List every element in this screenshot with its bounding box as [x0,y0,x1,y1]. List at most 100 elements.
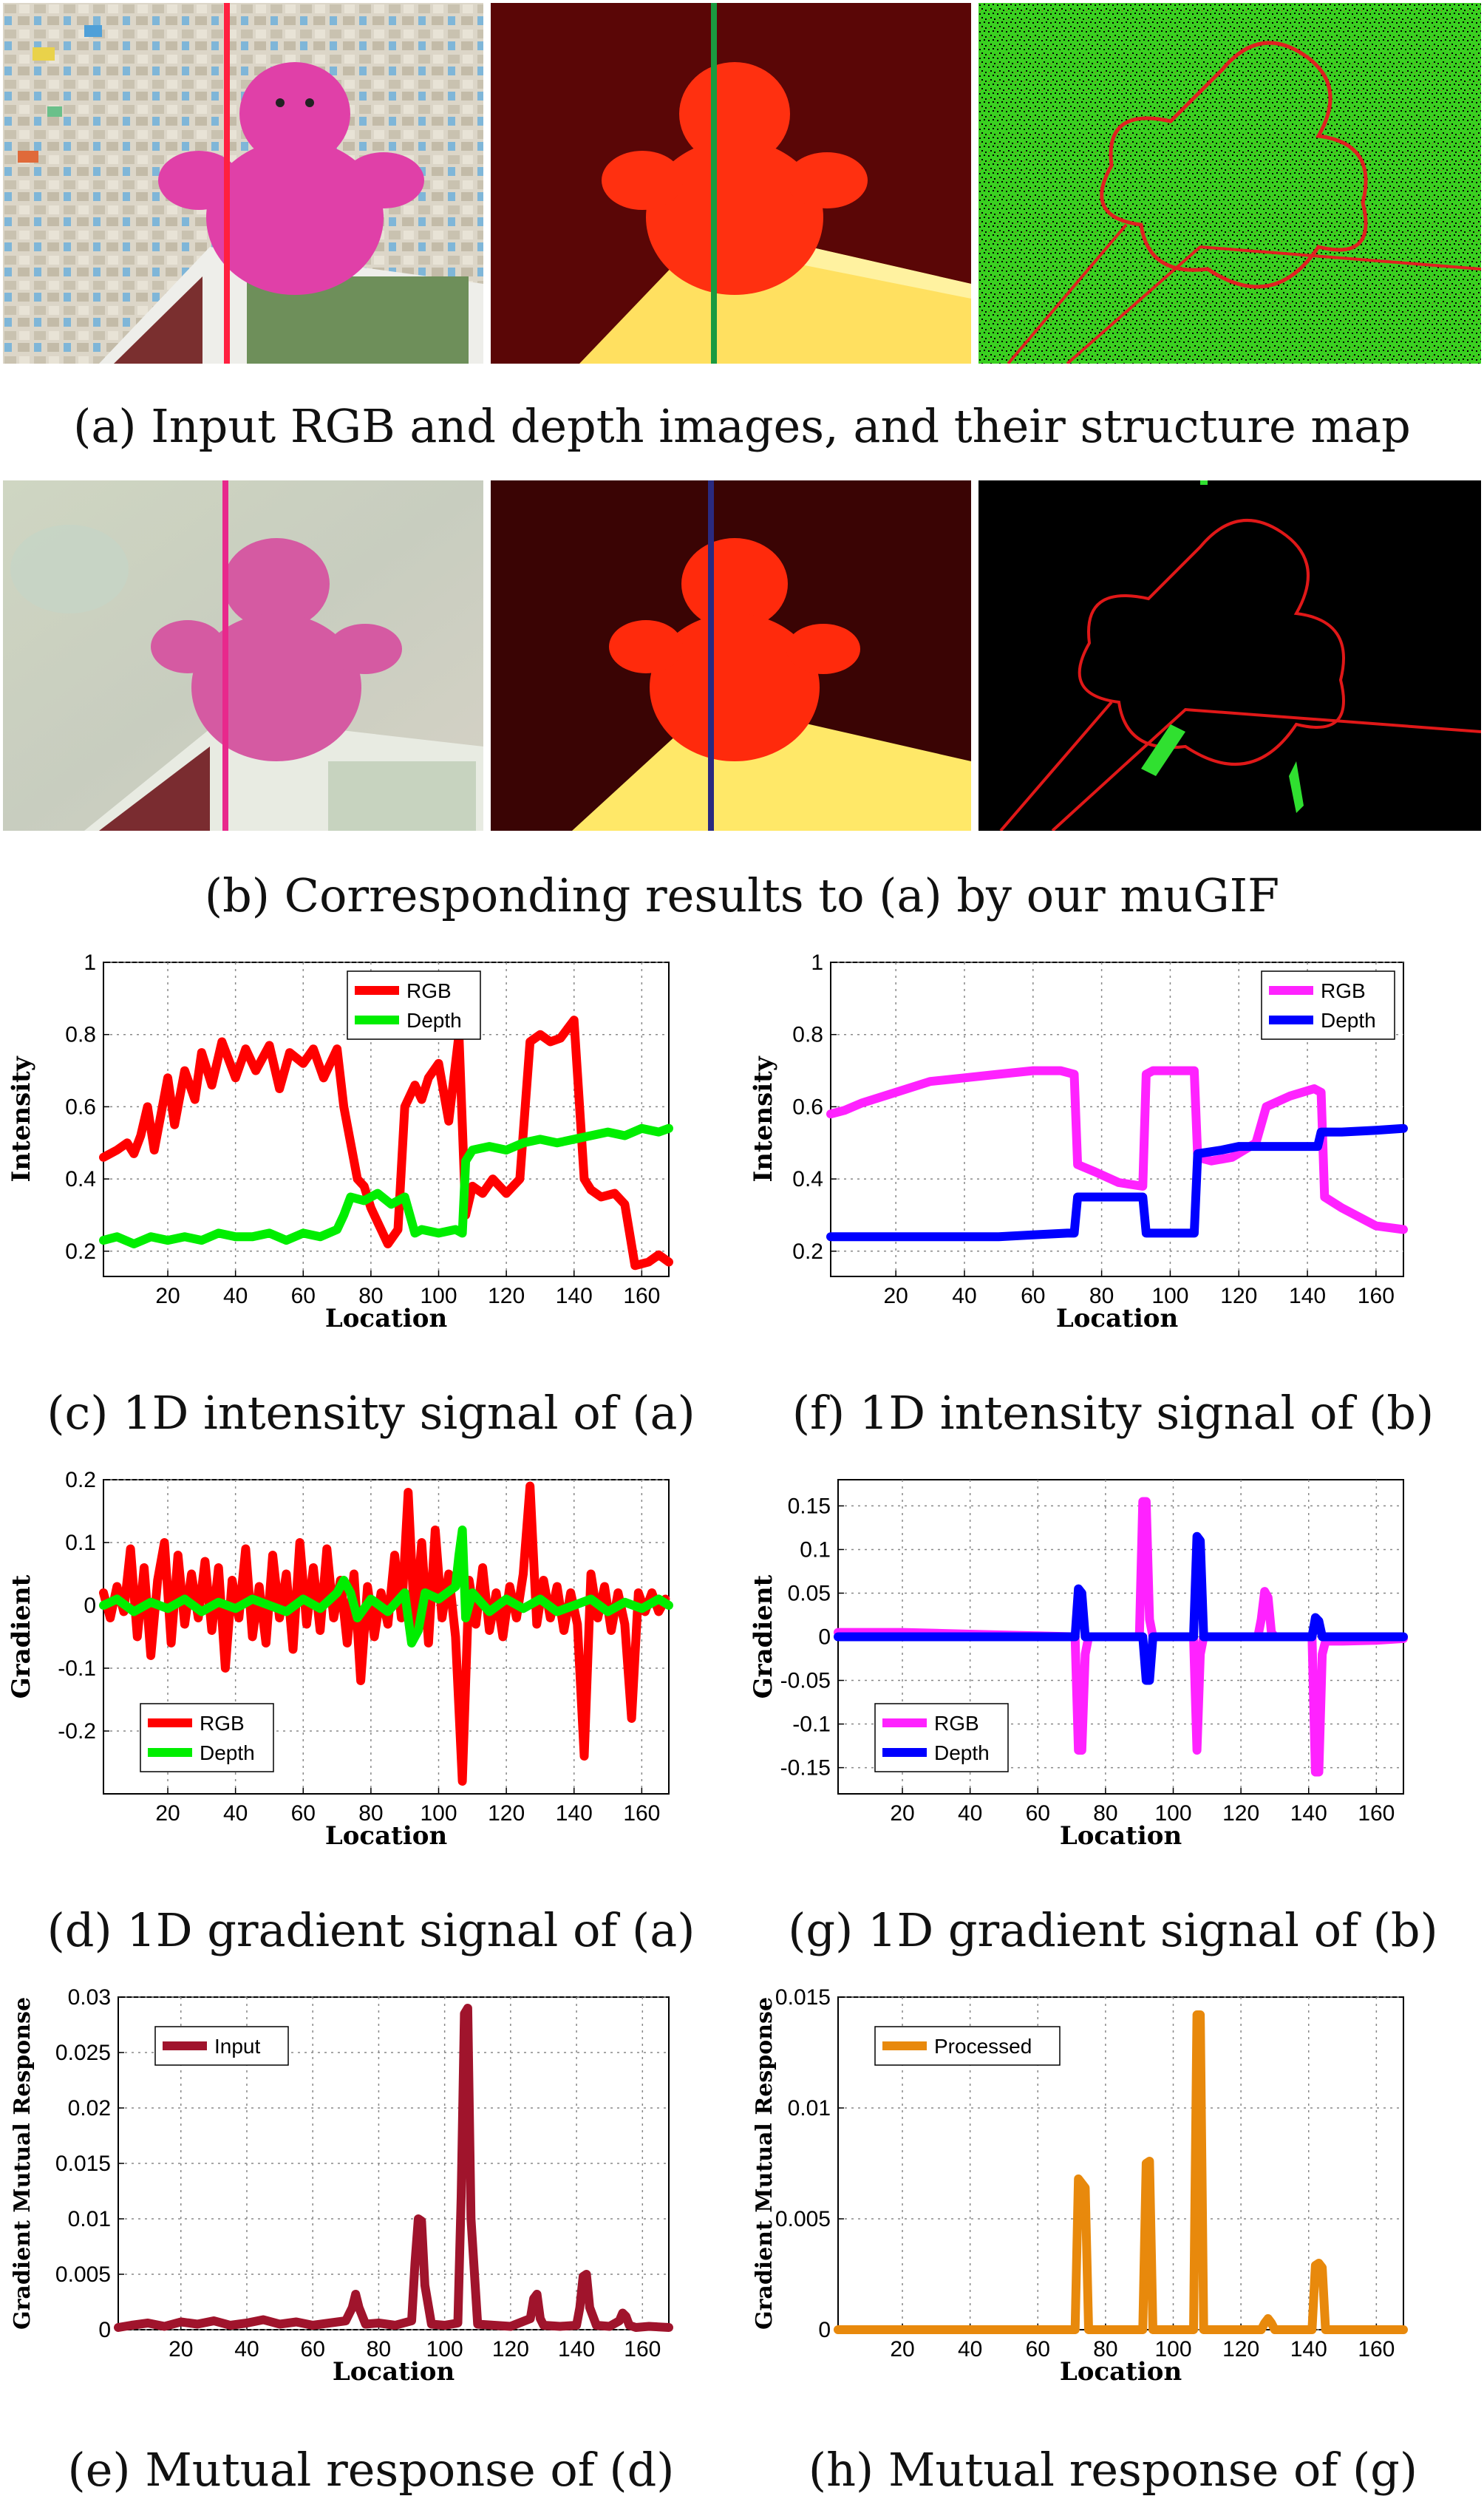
x-tick-label: 120 [488,1284,525,1308]
legend-box [347,970,481,1040]
y-tick-label: 0.1 [65,1531,96,1555]
y-axis-label: Gradient [7,1574,36,1698]
x-tick-label: 100 [426,2337,463,2361]
y-tick-label: 0.4 [65,1167,96,1191]
y-tick-label: -0.05 [780,1669,831,1693]
legend: RGB Depth [1261,970,1395,1040]
x-tick-label: 140 [1290,2337,1327,2361]
result-rgb-image-art [3,480,483,831]
legend-label: Depth [934,1741,990,1764]
y-tick-label: 0 [84,1594,96,1618]
x-tick-label: 40 [958,2337,982,2361]
x-tick-label: 80 [367,2337,391,2361]
legend-box [874,1703,1009,1772]
caption-g: (g) 1D gradient signal of (b) [788,1903,1438,1957]
x-tick-label: 100 [1151,1284,1188,1308]
x-tick-label: 40 [234,2337,259,2361]
caption-h: (h) Mutual response of (g) [808,2443,1418,2497]
x-tick-label: 80 [1093,2337,1117,2361]
caption-c: (c) 1D intensity signal of (a) [47,1386,695,1440]
y-tick-label: 0.015 [55,2152,111,2176]
y-axis-label: Gradient Mutual Response [752,1997,777,2330]
y-tick-label: -0.2 [58,1719,96,1744]
y-tick-label: 0 [818,1625,831,1650]
x-axis-label: Location [1060,1821,1182,1851]
y-tick-label: 0.15 [788,1494,831,1518]
result-structure-map-art [978,480,1481,831]
legend-box [1261,970,1395,1040]
y-tick-label: 0.01 [788,2096,831,2121]
x-tick-label: 120 [1222,2337,1259,2361]
x-tick-label: 60 [1021,1284,1045,1308]
plot-area: 20 40 60 80 100 120 140 160 0.2 0.4 0.6 0.8 1 Locatio… [7,953,673,1333]
result-rgb-image [3,480,483,831]
x-tick-label: 60 [1026,2337,1050,2361]
legend-label: Depth [1321,1009,1376,1032]
x-tick-label: 140 [1289,1284,1326,1308]
chart-mutual-input: 20 40 60 80 100 120 140 160 0 0.005 0.01 0.015 0.02 0… [10,1988,673,2387]
caption-d: (d) 1D gradient signal of (a) [47,1903,695,1957]
x-tick-label: 160 [1358,1801,1395,1826]
chart-intensity-result: 20 40 60 80 100 120 140 160 0.2 0.4 0.6 0.8 1 Locatio… [749,953,1408,1333]
y-tick-label: 0.2 [792,1240,823,1264]
input-depth-image-art [491,3,971,364]
x-axis-label: Location [1056,1304,1178,1333]
chart-gradient-input: 20 40 60 80 100 120 140 160 -0.2 -0.1 0 0.1 0.2 Locat… [7,1471,673,1851]
x-tick-label: 100 [1154,2337,1191,2361]
legend-label: RGB [200,1712,245,1735]
input-structure-map [978,3,1481,364]
x-axis-label: Location [325,1304,447,1333]
y-tick-label: 0.8 [65,1023,96,1047]
y-tick-label: 0.03 [68,1988,111,2010]
legend: RGB Depth [347,970,481,1040]
x-tick-label: 140 [556,1801,593,1826]
x-tick-label: 40 [223,1284,248,1308]
input-rgb-image [3,3,483,364]
chart-intensity-input: 20 40 60 80 100 120 140 160 0.2 0.4 0.6 0.8 1 Locatio… [7,953,673,1333]
series-line-depth [834,1531,1408,1685]
y-tick-label: 0.8 [792,1023,823,1047]
y-tick-label: 0.01 [68,2207,111,2231]
y-tick-label: 0.005 [55,2262,111,2287]
x-tick-label: 80 [1093,1801,1117,1826]
x-tick-label: 20 [169,2337,193,2361]
y-tick-label: 0.005 [775,2207,831,2231]
y-tick-label: 0.1 [800,1537,831,1562]
x-tick-label: 160 [1358,2337,1395,2361]
legend-label: RGB [934,1712,979,1735]
x-tick-label: 60 [291,1284,316,1308]
x-tick-label: 100 [420,1284,457,1308]
x-tick-label: 120 [488,1801,525,1826]
result-depth-image-art [491,480,971,831]
x-tick-label: 20 [155,1284,180,1308]
y-tick-label: 0.02 [68,2096,111,2121]
series-line-rgb [99,1016,673,1271]
caption-f: (f) 1D intensity signal of (b) [792,1386,1434,1440]
x-tick-label: 160 [1358,1284,1395,1308]
y-axis-label: Gradient [749,1574,778,1698]
input-rgb-image-art [3,3,483,364]
legend-label: Processed [934,2035,1032,2058]
series-line-depth [99,1123,673,1248]
x-tick-label: 80 [358,1284,383,1308]
chart-mutual-result: 20 40 60 80 100 120 140 160 0 0.005 0.01 0.015 Locat… [752,1988,1408,2387]
x-tick-label: 20 [155,1801,180,1826]
y-axis-label: Intensity [7,1055,36,1182]
x-tick-label: 40 [223,1801,248,1826]
legend: Input [154,2026,289,2066]
y-tick-label: 0.05 [788,1581,831,1605]
caption-a: (a) Input RGB and depth images, and thei… [73,399,1411,453]
x-tick-label: 160 [623,1801,660,1826]
legend: RGB Depth [874,1703,1009,1772]
y-axis-label: Gradient Mutual Response [10,1997,35,2330]
y-tick-label: 0.6 [792,1095,823,1119]
x-tick-label: 140 [1290,1801,1327,1826]
plot-area: 20 40 60 80 100 120 140 160 0 0.005 0.01 0.015 Locat… [752,1988,1408,2387]
x-tick-label: 80 [1089,1284,1114,1308]
x-tick-label: 60 [291,1801,316,1826]
series-line-processed [834,2010,1408,2334]
result-structure-map [978,480,1481,831]
series-line-depth [99,1526,673,1647]
y-axis-label: Intensity [749,1055,778,1182]
y-tick-label: -0.1 [792,1713,831,1737]
